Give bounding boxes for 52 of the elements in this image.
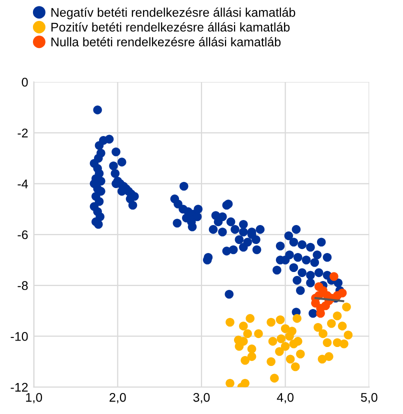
- point: [240, 378, 250, 388]
- point: [247, 344, 256, 354]
- point: [342, 302, 351, 312]
- y-tick-label: -8: [18, 281, 28, 290]
- point: [266, 357, 276, 366]
- point: [322, 338, 332, 347]
- x-tick-label: 5,0: [360, 392, 378, 404]
- point: [266, 318, 276, 327]
- point: [330, 272, 338, 281]
- y-tick-label: -2: [18, 128, 28, 138]
- legend-label: Pozitív betéti rendelkezésre állási kamatláb: [51, 22, 290, 32]
- point: [268, 336, 278, 346]
- y-tick-label: -4: [18, 180, 28, 188]
- y-tick-label: -6: [18, 230, 28, 240]
- point: [338, 322, 347, 330]
- point: [286, 354, 295, 364]
- point: [243, 329, 252, 338]
- point: [280, 324, 290, 333]
- point: [226, 378, 234, 388]
- point: [226, 318, 234, 327]
- point: [240, 356, 250, 365]
- point: [314, 322, 322, 332]
- y-tick-label: -12: [10, 382, 28, 392]
- point: [246, 314, 255, 323]
- point: [275, 347, 284, 356]
- legend-label: Nulla betéti rendelkezésre állási kamatláb: [51, 37, 281, 46]
- x-tick-label: 3,0: [193, 392, 210, 404]
- point: [288, 326, 296, 336]
- legend-label: Negatív betéti rendelkezésre állási kamatláb: [51, 8, 296, 20]
- x-tick-label: 4,0: [276, 392, 294, 404]
- point: [276, 334, 286, 344]
- point: [294, 336, 302, 346]
- point: [270, 374, 279, 383]
- point: [247, 352, 256, 361]
- x-tick-label: 1,0: [26, 392, 42, 404]
- point: [290, 362, 300, 372]
- point: [254, 329, 263, 338]
- y-tick-label: 0: [22, 78, 28, 87]
- point: [239, 322, 248, 330]
- point: [296, 350, 305, 358]
- point: [292, 314, 302, 323]
- point: [338, 288, 347, 298]
- point: [332, 312, 342, 320]
- y-tick-label: -10: [10, 332, 28, 341]
- point: [324, 352, 334, 361]
- point: [340, 339, 348, 348]
- point: [344, 330, 353, 340]
- x-tick-label: 2,0: [110, 392, 126, 404]
- point: [280, 342, 290, 351]
- point: [276, 315, 285, 324]
- point: [318, 329, 328, 338]
- point: [327, 319, 336, 328]
